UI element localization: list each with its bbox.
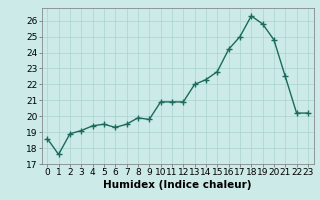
X-axis label: Humidex (Indice chaleur): Humidex (Indice chaleur) xyxy=(103,180,252,190)
